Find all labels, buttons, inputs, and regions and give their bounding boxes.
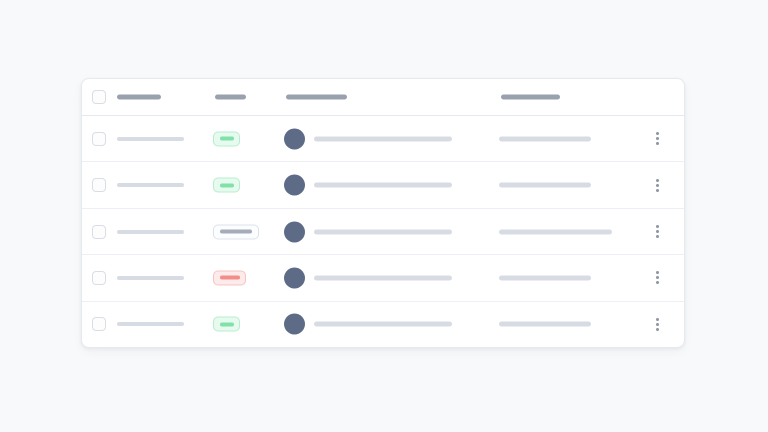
row-checkbox[interactable] (92, 317, 106, 332)
status-badge-green (213, 316, 240, 332)
table-body (82, 116, 684, 347)
name-skeleton-bar (117, 322, 184, 327)
avatar (284, 128, 305, 150)
secondary-skeleton-bar (499, 136, 591, 142)
secondary-skeleton-bar (499, 229, 612, 235)
table-row[interactable] (82, 209, 684, 256)
kebab-menu-icon[interactable] (649, 131, 665, 147)
kebab-menu-icon[interactable] (649, 224, 665, 240)
kebab-menu-icon[interactable] (649, 177, 665, 193)
secondary-skeleton-bar (499, 275, 591, 281)
status-badge-neutral (213, 224, 259, 240)
badge-skeleton-bar (219, 183, 234, 188)
primary-skeleton-bar (314, 275, 452, 281)
avatar (284, 313, 305, 335)
avatar (284, 174, 305, 196)
badge-skeleton-bar (219, 136, 234, 141)
status-badge-green (213, 177, 240, 193)
row-checkbox[interactable] (92, 178, 106, 193)
header-skeleton-bar-status (215, 94, 246, 100)
header-skeleton-bar-user (286, 94, 347, 100)
secondary-skeleton-bar (499, 182, 591, 188)
status-badge-green (213, 131, 240, 147)
row-checkbox[interactable] (92, 224, 106, 239)
primary-skeleton-bar (314, 136, 452, 142)
primary-skeleton-bar (314, 229, 452, 235)
header-skeleton-bar-name (117, 94, 161, 100)
select-all-checkbox[interactable] (92, 90, 106, 104)
badge-skeleton-bar (220, 229, 252, 234)
badge-skeleton-bar (219, 275, 240, 280)
badge-skeleton-bar (219, 322, 234, 327)
header-skeleton-bar-detail (501, 94, 560, 100)
table-row[interactable] (82, 302, 684, 347)
name-skeleton-bar (117, 183, 184, 188)
primary-skeleton-bar (314, 321, 452, 327)
name-skeleton-bar (117, 136, 184, 141)
kebab-menu-icon[interactable] (649, 270, 665, 286)
status-badge-red (213, 270, 246, 286)
secondary-skeleton-bar (499, 321, 591, 327)
row-checkbox[interactable] (92, 270, 106, 285)
data-table-card (81, 78, 685, 348)
table-header-row (82, 79, 684, 116)
kebab-menu-icon[interactable] (649, 316, 665, 332)
avatar (284, 267, 305, 289)
table-row[interactable] (82, 162, 684, 209)
avatar (284, 221, 305, 243)
table-row[interactable] (82, 116, 684, 163)
name-skeleton-bar (117, 229, 184, 234)
table-row[interactable] (82, 255, 684, 302)
row-checkbox[interactable] (92, 131, 106, 146)
name-skeleton-bar (117, 275, 184, 280)
primary-skeleton-bar (314, 182, 452, 188)
